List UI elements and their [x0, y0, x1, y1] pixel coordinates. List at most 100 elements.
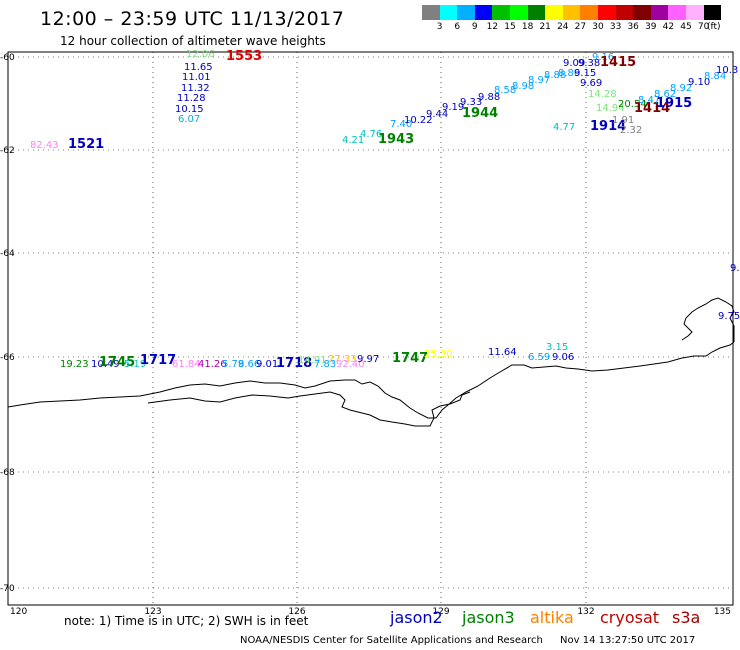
wave-height-value: 9.69 — [580, 78, 602, 89]
wave-height-value: 9.33 — [460, 97, 482, 108]
wave-height-value: 9.15 — [574, 68, 596, 79]
scale-swatch — [597, 5, 616, 20]
scale-swatch — [545, 5, 563, 20]
scale-swatch — [457, 5, 475, 20]
wave-height-value: 14.91 — [298, 355, 327, 366]
wave-height-value: 9.19 — [442, 102, 464, 113]
wave-height-value: 41.26 — [198, 359, 227, 370]
scale-tick-label: 36 — [627, 22, 639, 32]
scale-tick-label: 21 — [539, 22, 551, 32]
wave-height-value: 14.94 — [596, 103, 625, 114]
wave-height-value: 61.84 — [172, 359, 201, 370]
scale-swatch — [703, 5, 722, 20]
wave-height-value: 7.40 — [390, 119, 412, 130]
antarctic-coastline — [7, 297, 735, 427]
latitude-label: -70 — [0, 584, 15, 594]
satellite-jason2: jason2 — [390, 608, 443, 627]
wave-height-value: 9.44 — [426, 109, 448, 120]
scale-swatch — [422, 5, 440, 20]
scale-swatch — [668, 5, 686, 20]
scale-swatch — [492, 5, 510, 20]
scale-swatch — [685, 5, 704, 20]
wave-height-value: 8.97 — [528, 75, 550, 86]
wave-height-value: 27.33 — [328, 354, 357, 365]
pass-time-label: 1745 — [99, 355, 135, 370]
scale-swatch — [615, 5, 634, 20]
map-frame — [7, 51, 734, 606]
wave-height-value: 8.66 — [238, 359, 260, 370]
scale-tick-label: 18 — [521, 22, 534, 32]
wave-height-value: 9.10 — [688, 77, 710, 88]
satellite-jason3: jason3 — [462, 608, 515, 627]
wave-height-value: 9. — [730, 263, 740, 274]
wave-height-value: 8.98 — [512, 81, 534, 92]
pass-time-label: 1943 — [378, 132, 414, 147]
wave-height-value: 10.49 — [91, 359, 120, 370]
pass-time-label: 1718 — [276, 356, 312, 371]
scale-swatch — [650, 5, 669, 20]
latitude-label: -64 — [0, 249, 15, 259]
pass-time-label: 1414 — [634, 101, 670, 116]
wave-height-value: 4.77 — [553, 122, 575, 133]
wave-height-value: 10.15 — [175, 104, 204, 115]
wave-height-value: 4.76 — [360, 129, 382, 140]
wave-height-value: 14.28 — [588, 89, 617, 100]
wave-height-value: 9.06 — [552, 352, 574, 363]
scale-tick-label: 45 — [680, 22, 692, 32]
pass-time-label: 1415 — [600, 55, 636, 70]
color-scale-legend: 3 6 9 12 15 18 21 24 27 30 33 36 39 42 45 70 — [422, 5, 722, 32]
scale-tick-label: 33 — [609, 22, 622, 32]
wave-height-value: 82.43 — [30, 140, 59, 151]
scale-tick-label: 12 — [486, 22, 499, 32]
longitude-label: 126 — [288, 607, 305, 617]
scale-swatch — [562, 5, 581, 20]
latitude-label: -62 — [0, 146, 15, 156]
credit-line: NOAA/NESDIS Center for Satellite Applica… — [240, 635, 695, 646]
wave-height-value: 6.07 — [178, 114, 200, 125]
wave-height-value: 3.15 — [546, 342, 568, 353]
wave-height-value: 5.79 — [222, 359, 244, 370]
wave-height-value: 10.22 — [404, 115, 433, 126]
wave-height-value: 20.54 — [618, 99, 647, 110]
map-subtitle: 12 hour collection of altimeter wave hei… — [60, 34, 326, 48]
scale-tick-label: 6 — [454, 22, 461, 32]
wave-height-value: 11.64 — [488, 347, 517, 358]
satellite-altika: altika — [530, 608, 574, 627]
latitude-label: -68 — [0, 468, 15, 478]
pass-time-label: 1747 — [392, 351, 428, 366]
wave-height-value: 8.92 — [670, 83, 692, 94]
wave-height-value: 9.75 — [718, 311, 740, 322]
wave-height-value: 10.3 — [716, 65, 738, 76]
satellite-s3a: s3a — [672, 608, 701, 627]
wave-height-value: 11.32 — [181, 83, 210, 94]
satellite-cryosat: cryosat — [600, 608, 660, 627]
longitude-label: 135 — [714, 607, 731, 617]
footnote: note: 1) Time is in UTC; 2) SWH is in fe… — [64, 614, 309, 628]
scale-tick-label: 9 — [471, 22, 478, 32]
longitude-label: 129 — [432, 607, 449, 617]
pass-time-label: 1944 — [462, 106, 498, 121]
scale-swatch — [633, 5, 651, 20]
scale-tick-label: 70 — [697, 22, 710, 32]
scale-tick-label: 27 — [574, 22, 587, 32]
wave-height-value: 8.88 — [544, 70, 566, 81]
scale-tick-label: 39 — [645, 22, 657, 32]
color-scale-swatches — [422, 5, 722, 20]
wave-height-value: 2.32 — [620, 125, 642, 136]
wave-height-value: 9.88 — [478, 92, 500, 103]
latitude-label: -60 — [0, 53, 15, 63]
scale-swatch — [439, 5, 458, 20]
pass-time-label: 1914 — [590, 119, 626, 134]
axis-labels: -60 -62 -64 -66 -68 -70 120 123 126 129 132 135 — [0, 53, 731, 617]
wave-height-value: 8.47 — [638, 95, 660, 106]
wave-height-value: 9.01 — [256, 359, 278, 370]
map-title: 12:00 – 23:59 UTC 11/13/2017 — [40, 8, 345, 30]
wave-height-value: 25.30 — [424, 349, 453, 360]
height-unit-label: (ft) — [707, 22, 721, 32]
wave-height-value: 8.86 — [558, 68, 580, 79]
wave-height-value: 9.97 — [357, 354, 379, 365]
scale-tick-label: 24 — [557, 22, 569, 32]
wave-height-value: 19.23 — [60, 359, 89, 370]
longitude-label: 120 — [10, 607, 27, 617]
